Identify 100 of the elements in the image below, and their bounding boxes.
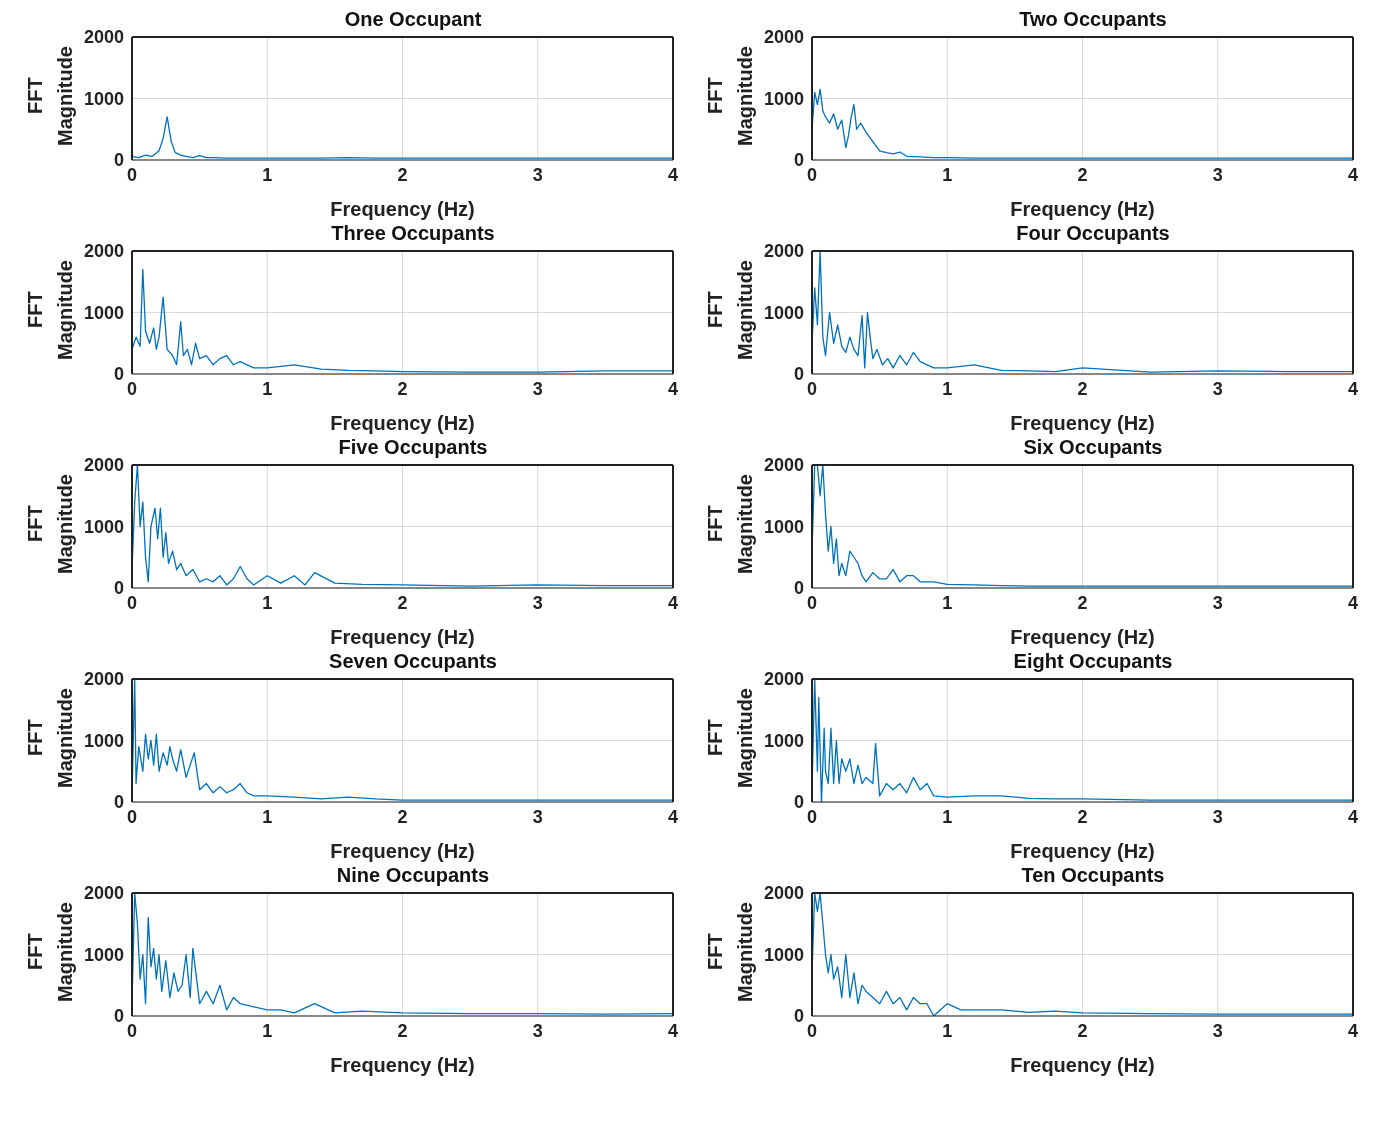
line-series xyxy=(132,893,673,1015)
x-tick-label: 3 xyxy=(1212,164,1223,185)
x-tick-label: 3 xyxy=(532,164,543,185)
x-axis-title: Frequency (Hz) xyxy=(1010,626,1155,648)
y-tick-label: 1000 xyxy=(83,944,124,965)
x-tick-label: 4 xyxy=(667,378,679,399)
x-tick-label: 3 xyxy=(532,592,543,613)
x-axis-title: Frequency (Hz) xyxy=(330,840,475,862)
y-axis-title: FFT Magnitude xyxy=(703,901,757,1004)
y-axis-title: FFT Magnitude xyxy=(703,259,757,362)
x-tick-label: 0 xyxy=(126,1020,138,1041)
y-tick-label: 2000 xyxy=(83,455,124,476)
y-tick-label: 2000 xyxy=(763,455,804,476)
chart-title: Five Occupants xyxy=(338,436,488,458)
chart-title: Three Occupants xyxy=(331,222,495,244)
x-tick-label: 3 xyxy=(532,1020,543,1041)
x-tick-label: 0 xyxy=(126,378,138,399)
x-tick-label: 4 xyxy=(1347,806,1359,827)
x-axis-title: Frequency (Hz) xyxy=(330,626,475,648)
chart-title: Six Occupants xyxy=(1023,436,1163,458)
x-tick-label: 2 xyxy=(1077,592,1088,613)
y-tick-label: 1000 xyxy=(763,88,804,109)
line-series xyxy=(812,893,1353,1016)
x-tick-label: 1 xyxy=(942,164,953,185)
x-tick-label: 1 xyxy=(942,378,953,399)
chart-title: Two Occupants xyxy=(1019,8,1167,30)
y-axis-title: FFT Magnitude xyxy=(703,45,757,148)
x-tick-label: 2 xyxy=(1077,378,1088,399)
y-tick-label: 0 xyxy=(793,1006,804,1027)
y-tick-label: 1000 xyxy=(763,516,804,537)
chart-title: Four Occupants xyxy=(1016,222,1170,244)
x-tick-label: 0 xyxy=(806,592,818,613)
x-tick-label: 4 xyxy=(1347,1020,1359,1041)
y-tick-label: 1000 xyxy=(763,944,804,965)
x-tick-label: 3 xyxy=(1212,1020,1223,1041)
x-tick-label: 2 xyxy=(397,592,408,613)
x-tick-label: 4 xyxy=(667,592,679,613)
y-tick-label: 0 xyxy=(113,578,124,599)
chart-title: Seven Occupants xyxy=(329,650,497,672)
y-tick-label: 2000 xyxy=(763,669,804,690)
y-tick-label: 0 xyxy=(793,792,804,813)
x-tick-label: 4 xyxy=(667,164,679,185)
x-axis-title: Frequency (Hz) xyxy=(1010,840,1155,862)
y-tick-label: 0 xyxy=(793,578,804,599)
y-tick-label: 2000 xyxy=(763,883,804,904)
x-tick-label: 2 xyxy=(1077,806,1088,827)
x-tick-label: 2 xyxy=(1077,1020,1088,1041)
y-tick-label: 0 xyxy=(113,792,124,813)
y-axis-title: FFT Magnitude xyxy=(23,473,77,576)
chart-title: Eight Occupants xyxy=(1013,650,1173,672)
line-series xyxy=(132,465,673,587)
y-tick-label: 1000 xyxy=(83,88,124,109)
x-tick-label: 4 xyxy=(1347,164,1359,185)
y-tick-label: 2000 xyxy=(83,883,124,904)
x-tick-label: 2 xyxy=(397,164,408,185)
x-tick-label: 4 xyxy=(1347,592,1359,613)
x-axis-title: Frequency (Hz) xyxy=(1010,412,1155,434)
x-tick-label: 0 xyxy=(806,806,818,827)
y-axis-title: FFT Magnitude xyxy=(703,687,757,790)
x-tick-label: 1 xyxy=(942,806,953,827)
x-tick-label: 0 xyxy=(806,1020,818,1041)
y-tick-label: 2000 xyxy=(83,27,124,48)
x-tick-label: 0 xyxy=(806,378,818,399)
x-tick-label: 0 xyxy=(126,806,138,827)
x-tick-label: 4 xyxy=(667,806,679,827)
y-tick-label: 2000 xyxy=(83,241,124,262)
y-tick-label: 0 xyxy=(113,1006,124,1027)
y-axis-title: FFT Magnitude xyxy=(23,45,77,148)
x-tick-label: 2 xyxy=(1077,164,1088,185)
x-tick-label: 0 xyxy=(126,164,138,185)
y-axis-title: FFT Magnitude xyxy=(23,687,77,790)
x-tick-label: 1 xyxy=(942,1020,953,1041)
y-axis-title: FFT Magnitude xyxy=(23,259,77,362)
x-tick-label: 0 xyxy=(806,164,818,185)
y-tick-label: 2000 xyxy=(83,669,124,690)
x-tick-label: 1 xyxy=(262,592,273,613)
x-tick-label: 3 xyxy=(532,378,543,399)
y-tick-label: 1000 xyxy=(763,730,804,751)
chart-title: Nine Occupants xyxy=(336,864,490,886)
x-tick-label: 0 xyxy=(126,592,138,613)
y-tick-label: 2000 xyxy=(763,27,804,48)
chart-title: One Occupant xyxy=(344,8,482,30)
x-tick-label: 1 xyxy=(262,378,273,399)
x-tick-label: 3 xyxy=(532,806,543,827)
line-series xyxy=(812,251,1353,373)
x-tick-label: 3 xyxy=(1212,806,1223,827)
y-tick-label: 1000 xyxy=(83,302,124,323)
x-tick-label: 4 xyxy=(667,1020,679,1041)
x-tick-label: 2 xyxy=(397,378,408,399)
x-axis-title: Frequency (Hz) xyxy=(1010,198,1155,220)
x-tick-label: 1 xyxy=(262,806,273,827)
x-tick-label: 3 xyxy=(1212,592,1223,613)
x-axis-title: Frequency (Hz) xyxy=(330,198,475,220)
y-axis-title: FFT Magnitude xyxy=(23,901,77,1004)
y-tick-label: 0 xyxy=(793,364,804,385)
x-axis-title: Frequency (Hz) xyxy=(330,1054,475,1076)
y-tick-label: 0 xyxy=(113,150,124,171)
x-tick-label: 1 xyxy=(262,1020,273,1041)
y-tick-label: 0 xyxy=(113,364,124,385)
y-tick-label: 1000 xyxy=(83,516,124,537)
